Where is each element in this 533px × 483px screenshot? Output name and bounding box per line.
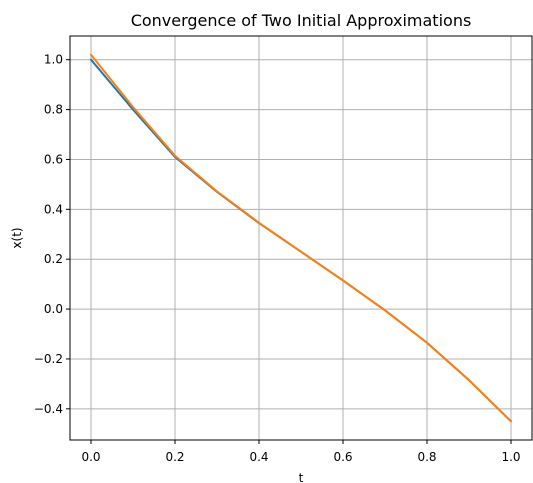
y-tick-label: 0.0 bbox=[44, 302, 63, 316]
axis-ticks: 0.0 0.2 0.4 0.6 0.8 1.0 −0.4 −0.2 0.0 0.2 0.4 0.6 0.… bbox=[34, 53, 521, 464]
series-group bbox=[90, 53, 512, 423]
series-line-1 bbox=[90, 58, 512, 423]
series-line-2 bbox=[90, 53, 512, 423]
x-tick-label: 0.4 bbox=[249, 450, 268, 464]
chart-title: Convergence of Two Initial Approximation… bbox=[131, 11, 472, 30]
y-tick-label: 0.6 bbox=[44, 152, 63, 166]
x-axis-label: t bbox=[299, 471, 304, 483]
y-tick-label: 1.0 bbox=[44, 53, 63, 67]
x-tick-label: 0.8 bbox=[417, 450, 436, 464]
y-tick-label: 0.2 bbox=[44, 252, 63, 266]
y-tick-label: 0.4 bbox=[44, 202, 63, 216]
plot-frame bbox=[69, 35, 533, 441]
y-tick-label: 0.8 bbox=[44, 103, 63, 117]
grid bbox=[70, 36, 532, 440]
x-tick-label: 1.0 bbox=[501, 450, 520, 464]
x-tick-label: 0.2 bbox=[165, 450, 184, 464]
x-tick-label: 0.6 bbox=[333, 450, 352, 464]
y-tick-label: −0.4 bbox=[34, 402, 63, 416]
y-tick-label: −0.2 bbox=[34, 352, 63, 366]
y-axis-label: x(t) bbox=[10, 227, 24, 248]
x-tick-label: 0.0 bbox=[81, 450, 100, 464]
